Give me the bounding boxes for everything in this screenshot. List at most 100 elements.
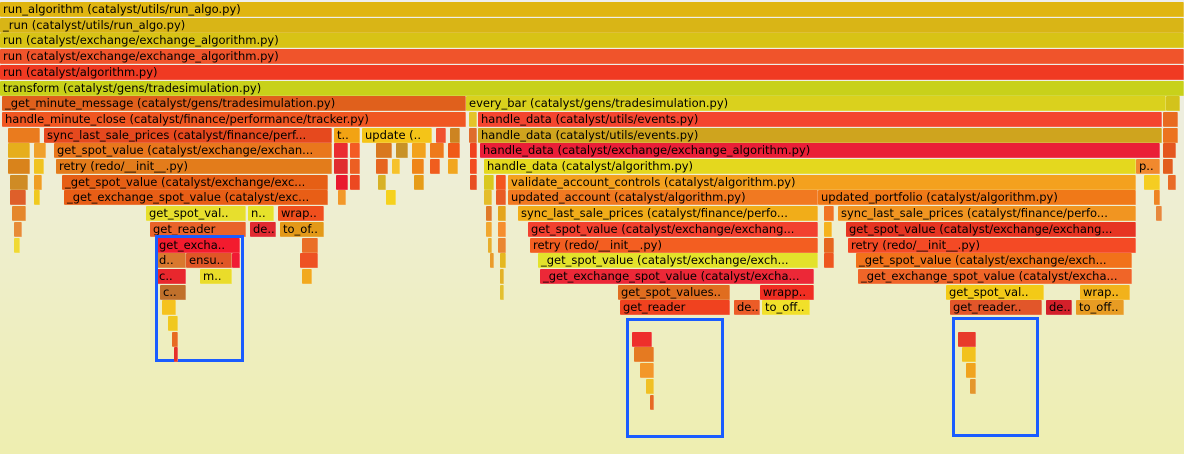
flame-frame[interactable]: handle_minute_close (catalyst/finance/pe… (2, 111, 466, 127)
flame-frame[interactable]: wrap.. (278, 206, 324, 222)
flame-frame[interactable] (484, 190, 492, 206)
flame-frame[interactable]: _run (catalyst/utils/run_algo.py) (0, 17, 1184, 33)
flame-frame[interactable] (1163, 159, 1173, 174)
flame-frame[interactable]: get_spot_value (catalyst/exchange/exchan… (528, 221, 818, 237)
flame-frame[interactable] (350, 143, 360, 159)
flame-frame[interactable] (486, 221, 492, 237)
flame-frame[interactable] (498, 237, 506, 253)
flame-frame[interactable] (412, 143, 426, 159)
flame-frame[interactable]: retry (redo/__init__.py) (530, 237, 818, 253)
flame-frame[interactable] (414, 174, 424, 190)
flame-frame[interactable] (448, 159, 458, 174)
flame-frame[interactable] (496, 174, 506, 190)
flame-frame[interactable] (498, 221, 506, 237)
flame-frame[interactable]: get_excha.. (156, 237, 240, 253)
flame-frame[interactable] (470, 159, 477, 174)
flame-frame[interactable]: c.. (156, 268, 186, 284)
flame-frame[interactable]: handle_data (catalyst/utils/events.py) (478, 111, 1162, 127)
flame-frame[interactable]: t.. (334, 127, 360, 143)
flame-frame-fragment[interactable] (962, 347, 976, 363)
flame-frame[interactable]: wrapp.. (760, 284, 814, 300)
flame-frame[interactable] (470, 143, 477, 159)
flame-frame[interactable] (34, 174, 42, 190)
flame-frame[interactable] (302, 268, 312, 284)
flame-frame[interactable]: update (.. (362, 127, 432, 143)
flame-frame[interactable] (376, 159, 388, 174)
flame-frame[interactable]: get_spot_value (catalyst/exchange/exchan… (54, 143, 332, 159)
flame-frame-fragment[interactable] (168, 316, 178, 331)
flame-frame[interactable]: get_spot_value (catalyst/exchange/exchan… (846, 221, 1136, 237)
flame-frame[interactable] (232, 253, 240, 269)
flame-frame[interactable] (469, 127, 477, 143)
flame-frame-fragment[interactable] (646, 378, 654, 394)
flame-frame[interactable]: _get_spot_value (catalyst/exchange/exc..… (62, 174, 328, 190)
flame-frame[interactable]: de.. (250, 221, 276, 237)
flame-frame[interactable]: get_reader (620, 300, 730, 316)
flame-frame[interactable] (34, 143, 46, 159)
flame-frame-fragment[interactable] (640, 363, 654, 379)
flame-frame-fragment[interactable] (966, 363, 976, 379)
flame-frame[interactable] (824, 253, 834, 269)
flame-frame[interactable] (14, 221, 22, 237)
flame-frame[interactable] (500, 284, 504, 300)
flame-frame[interactable] (350, 159, 360, 174)
flame-frame[interactable]: every_bar (catalyst/gens/tradesimulation… (466, 96, 1166, 112)
flame-frame[interactable] (34, 159, 44, 174)
flame-frame[interactable] (498, 206, 506, 222)
flame-frame[interactable] (412, 159, 424, 174)
flame-frame[interactable]: de.. (734, 300, 760, 316)
flame-frame[interactable]: retry (redo/__init__.py) (56, 159, 332, 174)
flame-frame[interactable]: de.. (1046, 300, 1072, 316)
flame-frame[interactable]: _get_minute_message (catalyst/gens/trade… (2, 96, 466, 112)
flame-frame[interactable] (1168, 174, 1176, 190)
flame-frame[interactable]: m.. (200, 268, 232, 284)
flame-frame[interactable] (34, 190, 40, 206)
flame-frame[interactable]: get_spot_val.. (946, 284, 1044, 300)
flame-frame[interactable] (376, 143, 392, 159)
flame-frame[interactable]: p.. (1136, 159, 1160, 174)
flame-frame[interactable]: c.. (160, 284, 186, 300)
flame-frame[interactable]: to_off.. (1076, 300, 1124, 316)
flame-frame-fragment[interactable] (174, 347, 178, 363)
flame-frame[interactable] (486, 206, 492, 222)
flame-frame[interactable] (8, 127, 40, 143)
flame-frame[interactable]: ensu.. (186, 253, 232, 269)
flame-frame[interactable]: _get_exchange_spot_value (catalyst/excha… (858, 268, 1132, 284)
flame-frame[interactable] (378, 174, 386, 190)
flame-frame[interactable] (430, 143, 444, 159)
flame-frame[interactable] (450, 127, 460, 143)
flame-frame[interactable] (824, 237, 834, 253)
flame-frame[interactable]: sync_last_sale_prices (catalyst/finance/… (838, 206, 1136, 222)
flame-frame[interactable] (392, 159, 400, 174)
flame-frame[interactable]: handle_data (catalyst/algorithm.py) (484, 159, 1136, 174)
flame-frame[interactable]: n.. (248, 206, 274, 222)
flame-frame[interactable] (386, 190, 396, 206)
flame-frame[interactable] (14, 237, 20, 253)
flame-frame[interactable]: get_spot_val.. (146, 206, 246, 222)
flame-frame[interactable] (824, 206, 834, 222)
flame-frame[interactable] (396, 143, 408, 159)
flame-frame[interactable] (1154, 190, 1160, 206)
flame-frame[interactable]: run_algorithm (catalyst/utils/run_algo.p… (0, 2, 1184, 17)
flame-frame[interactable]: validate_account_controls (catalyst/algo… (508, 174, 1136, 190)
flame-frame-fragment[interactable] (958, 331, 976, 347)
flame-frame[interactable]: _get_exchange_spot_value (catalyst/excha… (540, 268, 814, 284)
flame-frame[interactable]: run (catalyst/exchange/exchange_algorith… (0, 49, 1184, 65)
flame-frame[interactable]: to_of.. (280, 221, 324, 237)
flame-frame[interactable] (1163, 143, 1176, 159)
flame-frame[interactable]: updated_account (catalyst/algorithm.py) (508, 190, 818, 206)
flame-frame[interactable] (500, 253, 506, 269)
flame-frame[interactable]: handle_data (catalyst/exchange/exchange_… (480, 143, 1160, 159)
flame-frame[interactable] (488, 237, 492, 253)
flame-frame[interactable] (8, 143, 30, 159)
flame-frame[interactable]: d.. (156, 253, 186, 269)
flame-frame[interactable] (1166, 96, 1180, 112)
flame-frame[interactable] (12, 206, 26, 222)
flame-frame-fragment[interactable] (632, 331, 652, 347)
flame-frame-fragment[interactable] (172, 331, 178, 347)
flame-frame[interactable] (436, 127, 446, 143)
flame-frame[interactable]: handle_data (catalyst/utils/events.py) (478, 127, 1162, 143)
flame-frame[interactable] (1156, 206, 1162, 222)
flame-frame[interactable] (496, 190, 506, 206)
flame-frame[interactable]: get_spot_values.. (618, 284, 730, 300)
